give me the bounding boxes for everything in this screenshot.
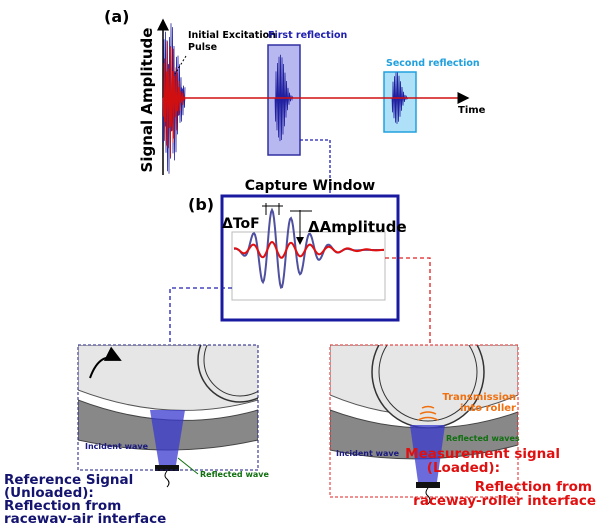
annotation: Reflected waves bbox=[446, 434, 520, 443]
reference-panel bbox=[78, 318, 282, 487]
capture-window bbox=[222, 196, 398, 320]
caption: (Loaded): bbox=[427, 460, 500, 476]
y-axis-label: Signal Amplitude bbox=[138, 28, 156, 173]
amp-label: ΔAmplitude bbox=[308, 218, 407, 236]
annotation: First reflection bbox=[268, 30, 348, 41]
annotation: Incident wave bbox=[85, 442, 149, 451]
panel-label: (a) bbox=[104, 7, 129, 26]
figure: (a) Signal Amplitude Time Initial Excita… bbox=[0, 0, 601, 523]
annotation: into roller bbox=[460, 403, 516, 414]
panel-label: (b) bbox=[188, 195, 214, 214]
x-axis-label: Time bbox=[458, 105, 486, 116]
annotation: Initial Excitation bbox=[188, 30, 276, 41]
caption: raceway-air interface bbox=[4, 511, 166, 523]
tof-label: ΔToF bbox=[222, 216, 260, 232]
caption: raceway-roller interface bbox=[413, 493, 596, 509]
annotation: Pulse bbox=[188, 42, 217, 53]
annotation: Reflected wave bbox=[200, 470, 269, 479]
annotation: Incident wave bbox=[336, 449, 400, 458]
annotation: Second reflection bbox=[386, 58, 480, 69]
window-title: Capture Window bbox=[245, 178, 376, 194]
annotation: Transmission bbox=[442, 392, 516, 403]
